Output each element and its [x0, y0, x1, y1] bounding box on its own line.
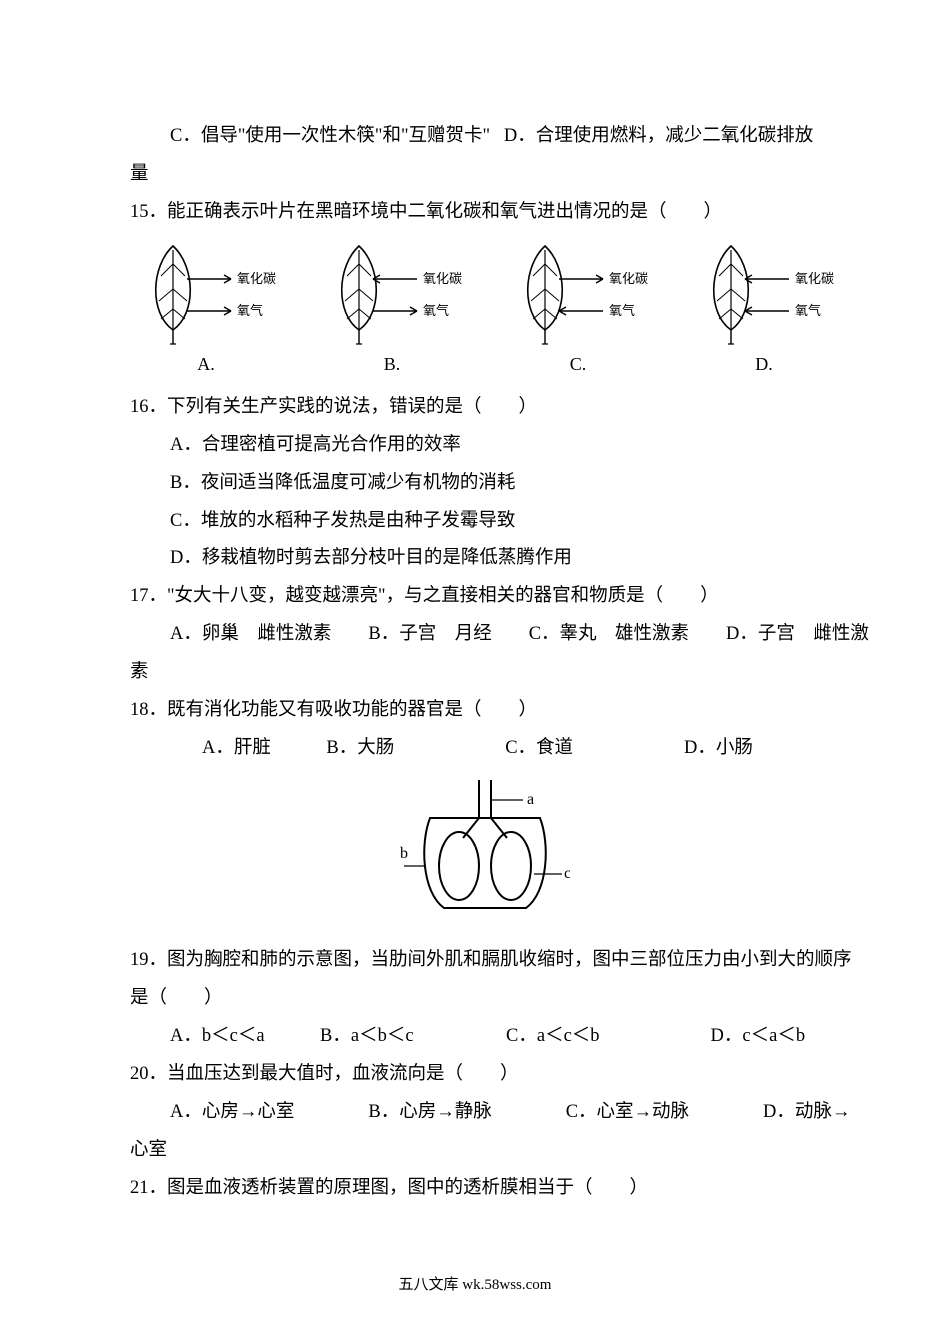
svg-text:c: c — [564, 865, 570, 882]
q19-options: A．b＜c＜a B．a＜b＜c C．a＜c＜b D．c＜a＜b — [130, 1018, 840, 1056]
leaf-diagram-d: 氧化碳 氧气 D. — [689, 240, 839, 375]
leaf-diagram-b: 氧化碳 氧气 B. — [317, 240, 467, 375]
q16-b: B．夜间适当降低温度可减少有机物的消耗 — [130, 465, 840, 503]
svg-text:氧气: 氧气 — [423, 303, 449, 318]
svg-text:a: a — [527, 791, 534, 808]
q16-d: D．移栽植物时剪去部分枝叶目的是降低蒸腾作用 — [130, 540, 840, 578]
q20-options: A．心房→心室 B．心房→静脉 C．心室→动脉 D．动脉→ — [130, 1094, 840, 1132]
svg-text:氧气: 氧气 — [237, 303, 263, 318]
leaf-caption-c: C. — [570, 354, 587, 375]
q14-tail: 量 — [130, 156, 840, 194]
svg-text:氧化碳: 氧化碳 — [795, 271, 834, 286]
q18-stem: 18．既有消化功能又有吸收功能的器官是（ ） — [130, 692, 840, 730]
q19-stem: 19．图为胸腔和肺的示意图，当肋间外肌和膈肌收缩时，图中三部位压力由小到大的顺序 — [130, 942, 840, 980]
leaf-diagram-a: 氧化碳 氧气 A. — [131, 240, 281, 375]
svg-text:氧化碳: 氧化碳 — [609, 271, 648, 286]
q16-a: A．合理密植可提高光合作用的效率 — [130, 427, 840, 465]
svg-text:氧气: 氧气 — [609, 303, 635, 318]
q19-figure: a b c — [130, 774, 840, 924]
q21-stem: 21．图是血液透析装置的原理图，图中的透析膜相当于（ ） — [130, 1170, 840, 1208]
page-footer: 五八文库 wk.58wss.com — [0, 1273, 950, 1294]
svg-text:氧化碳: 氧化碳 — [237, 271, 276, 286]
leaf-caption-d: D. — [755, 354, 773, 375]
q16-c: C．堆放的水稻种子发热是由种子发霉导致 — [130, 503, 840, 541]
q17-stem: 17．"女大十八变，越变越漂亮"，与之直接相关的器官和物质是（ ） — [130, 578, 840, 616]
q14-option-cd: C．倡导"使用一次性木筷"和"互赠贺卡" D．合理使用燃料，减少二氧化碳排放 — [130, 118, 840, 156]
q16-stem: 16．下列有关生产实践的说法，错误的是（ ） — [130, 389, 840, 427]
q15-figure-row: 氧化碳 氧气 A. 氧化碳 氧气 B. — [130, 240, 840, 375]
q17-tail: 素 — [130, 654, 840, 692]
q20-stem: 20．当血压达到最大值时，血液流向是（ ） — [130, 1056, 840, 1094]
leaf-diagram-c: 氧化碳 氧气 C. — [503, 240, 653, 375]
leaf-caption-a: A. — [197, 354, 215, 375]
svg-text:氧化碳: 氧化碳 — [423, 271, 462, 286]
svg-text:氧气: 氧气 — [795, 303, 821, 318]
leaf-caption-b: B. — [384, 354, 401, 375]
q15-stem: 15．能正确表示叶片在黑暗环境中二氧化碳和氧气进出情况的是（ ） — [130, 194, 840, 232]
q19-tail: 是（ ） — [130, 980, 840, 1018]
svg-text:b: b — [400, 845, 408, 862]
q20-tail: 心室 — [130, 1132, 840, 1170]
q18-options: A．肝脏 B．大肠 C．食道 D．小肠 — [130, 730, 840, 768]
exam-page: C．倡导"使用一次性木筷"和"互赠贺卡" D．合理使用燃料，减少二氧化碳排放 量… — [0, 0, 950, 1344]
q17-options: A．卵巢 雌性激素 B．子宫 月经 C．睾丸 雄性激素 D．子宫 雌性激 — [130, 616, 840, 654]
